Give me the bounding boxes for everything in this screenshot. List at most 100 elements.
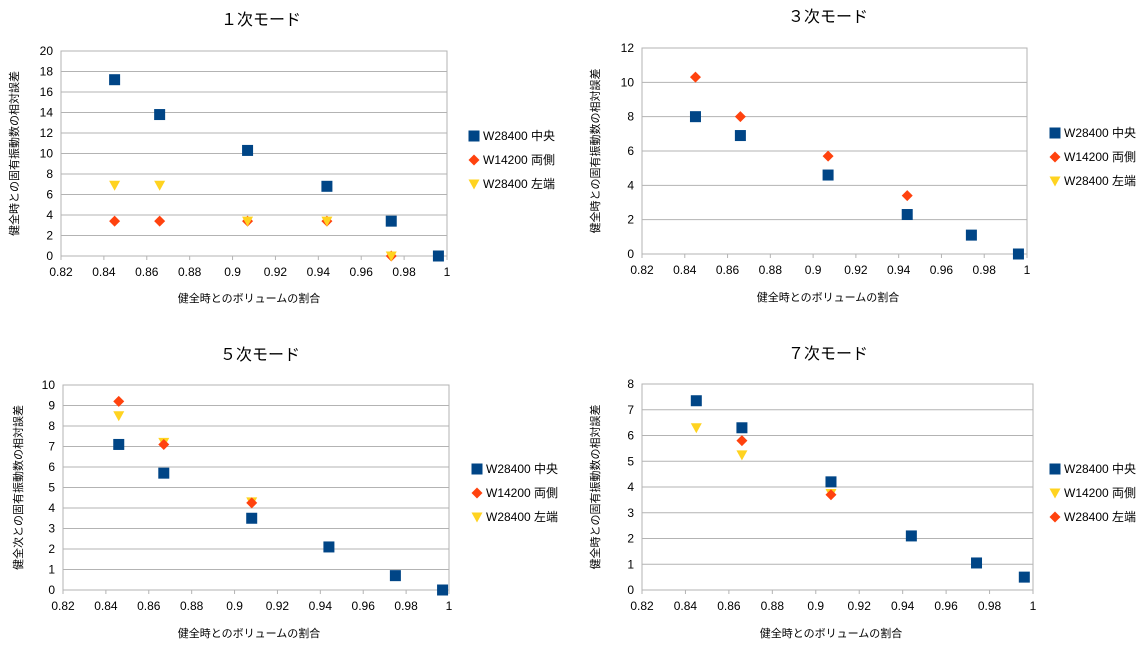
legend-label: W14200 両側 bbox=[483, 153, 555, 167]
x-tick-label: 1 bbox=[1030, 599, 1037, 613]
x-tick-label: 0.96 bbox=[350, 265, 374, 279]
x-tick-label: 0.96 bbox=[934, 599, 958, 613]
chart-title: ７次モード bbox=[788, 344, 868, 363]
data-point bbox=[158, 438, 170, 450]
data-point bbox=[385, 251, 397, 262]
legend-label: W28400 左端 bbox=[483, 176, 555, 191]
legend: W28400 中央 W14200 両側 W28400 左端 bbox=[1049, 125, 1136, 188]
x-tick-label: 0.94 bbox=[309, 599, 333, 613]
chart-title: ５次モード bbox=[220, 345, 300, 364]
x-tick-label: 0.86 bbox=[137, 599, 161, 613]
legend-label: W14200 両側 bbox=[1064, 486, 1136, 500]
y-tick-label: 10 bbox=[40, 147, 54, 161]
y-tick-label: 2 bbox=[627, 213, 634, 227]
y-tick-label: 10 bbox=[42, 378, 56, 392]
legend: W28400 中央 W14200 両側 W28400 左端 bbox=[471, 461, 558, 524]
data-point bbox=[109, 215, 121, 227]
x-tick-label: 0.84 bbox=[674, 599, 698, 613]
y-tick-label: 6 bbox=[627, 429, 634, 443]
data-point bbox=[734, 130, 746, 142]
chart-svg: １次モード 0 2 4 6 8 10 12 14 16 18 20 0.82 0.84 0.86 0.88 0.… bbox=[7, 10, 555, 305]
x-tick-label: 0.82 bbox=[630, 263, 654, 277]
legend-marker bbox=[468, 179, 480, 190]
data-point bbox=[825, 476, 837, 488]
chart-mode-7: ７次モード 0 1 2 3 4 5 6 7 8 0.82 0.84 0.86 0.88 0.9 0.92 0.9… bbox=[572, 336, 1145, 647]
x-tick-label: 0.88 bbox=[178, 265, 202, 279]
y-tick-label: 2 bbox=[46, 229, 53, 243]
data-point bbox=[736, 450, 748, 461]
data-point bbox=[901, 190, 913, 202]
x-tick-label: 0.9 bbox=[226, 599, 243, 613]
x-tick-label: 0.88 bbox=[761, 599, 785, 613]
x-tick-label: 0.86 bbox=[717, 599, 741, 613]
x-tick-label: 1 bbox=[1024, 263, 1031, 277]
data-point bbox=[321, 180, 333, 192]
x-tick-label: 0.84 bbox=[673, 263, 697, 277]
legend-label: W28400 中央 bbox=[1064, 461, 1136, 476]
x-tick-label: 0.82 bbox=[630, 599, 654, 613]
data-points bbox=[109, 74, 444, 262]
data-point bbox=[437, 584, 449, 596]
y-tick-label: 10 bbox=[621, 75, 635, 89]
y-axis-label: 健全時との固有振動数の相対誤差 bbox=[7, 71, 21, 236]
data-point bbox=[736, 435, 748, 447]
x-tick-label: 0.98 bbox=[973, 263, 997, 277]
data-point bbox=[689, 71, 701, 83]
x-tick-label: 1 bbox=[446, 599, 453, 613]
x-axis-label: 健全時とのボリュームの割合 bbox=[178, 626, 321, 640]
x-tick-label: 1 bbox=[444, 265, 451, 279]
chart-svg: ３次モード 0 2 4 6 8 10 12 0.82 0.84 0.86 0.88 0.9 0.92 0.9… bbox=[588, 7, 1136, 304]
x-tick-label: 0.92 bbox=[844, 263, 868, 277]
y-tick-label: 6 bbox=[46, 188, 53, 202]
chart-title: ３次モード bbox=[788, 7, 868, 26]
data-point bbox=[113, 438, 125, 450]
data-point bbox=[690, 423, 702, 434]
x-tick-label: 0.84 bbox=[92, 265, 116, 279]
x-tick-label: 0.94 bbox=[891, 599, 915, 613]
data-point bbox=[734, 111, 746, 123]
data-point bbox=[389, 570, 401, 582]
plot-area-frame bbox=[60, 50, 448, 257]
x-tick-label: 0.88 bbox=[759, 263, 783, 277]
plot-area-frame bbox=[62, 384, 450, 591]
x-tick-label: 0.82 bbox=[49, 265, 73, 279]
data-point bbox=[113, 395, 125, 407]
legend-marker bbox=[471, 512, 483, 523]
x-axis-label: 健全時とのボリュームの割合 bbox=[760, 626, 903, 640]
legend-marker bbox=[1049, 176, 1061, 187]
data-point bbox=[154, 180, 166, 191]
y-tick-label: 12 bbox=[621, 41, 635, 55]
data-point bbox=[242, 144, 254, 156]
y-tick-label: 3 bbox=[627, 506, 634, 520]
legend-label: W28400 中央 bbox=[483, 128, 555, 143]
y-tick-label: 5 bbox=[627, 454, 634, 468]
x-tick-label: 0.84 bbox=[94, 599, 118, 613]
x-tick-label: 0.82 bbox=[51, 599, 75, 613]
y-tick-label: 4 bbox=[46, 208, 53, 222]
legend-label: W14200 両側 bbox=[1064, 150, 1136, 164]
data-point bbox=[321, 216, 333, 227]
legend-label: W14200 両側 bbox=[486, 486, 558, 500]
y-tick-label: 6 bbox=[48, 460, 55, 474]
y-tick-label: 7 bbox=[48, 440, 55, 454]
data-points bbox=[690, 395, 1030, 583]
x-tick-label: 0.9 bbox=[807, 599, 824, 613]
x-tick-label: 0.96 bbox=[352, 599, 376, 613]
data-point bbox=[822, 150, 834, 162]
y-tick-label: 4 bbox=[627, 480, 634, 494]
x-tick-label: 0.86 bbox=[716, 263, 740, 277]
x-axis-label: 健全時とのボリュームの割合 bbox=[757, 290, 900, 304]
legend-marker bbox=[1049, 151, 1061, 163]
data-point bbox=[432, 250, 444, 262]
data-point bbox=[385, 215, 397, 227]
chart-title: １次モード bbox=[221, 10, 301, 29]
chart-svg: ７次モード 0 1 2 3 4 5 6 7 8 0.82 0.84 0.86 0.88 0.9 0.92 0.9… bbox=[588, 344, 1136, 640]
chart-mode-3: ３次モード 0 2 4 6 8 10 12 0.82 0.84 0.86 0.88 0.9 0.92 0.9… bbox=[572, 0, 1145, 323]
data-point bbox=[158, 467, 170, 479]
x-tick-label: 0.98 bbox=[392, 265, 416, 279]
legend-marker bbox=[1049, 511, 1061, 523]
data-point bbox=[971, 557, 983, 569]
data-point bbox=[825, 489, 837, 501]
data-points bbox=[113, 395, 449, 596]
x-tick-label: 0.86 bbox=[135, 265, 159, 279]
